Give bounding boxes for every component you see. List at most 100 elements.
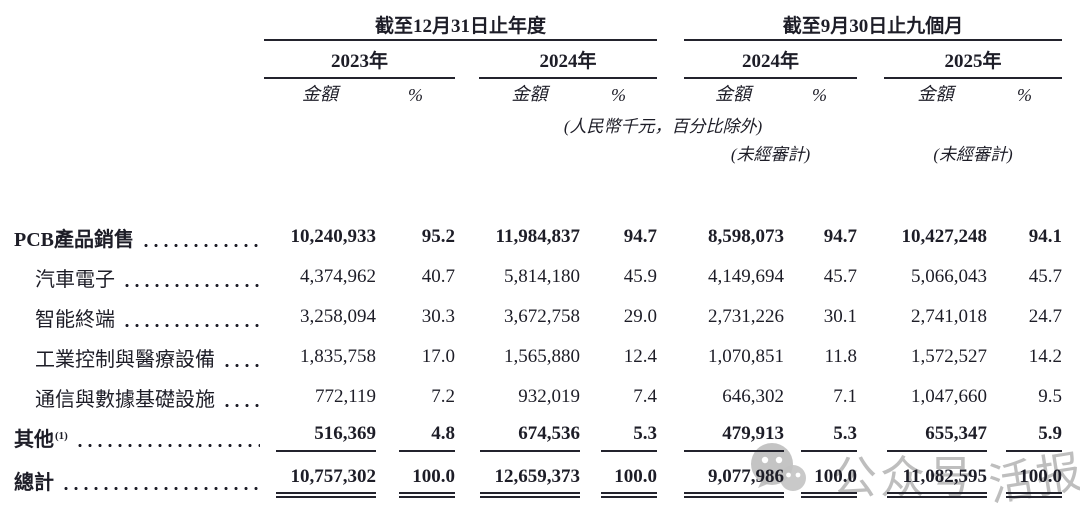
wechat-icon [748,442,806,505]
amount-header: 金額 [511,84,548,104]
row-label: PCB產品銷售 [14,217,264,257]
percent-cell: 45.7 [823,266,857,287]
period-group-header-row: 截至12月31日止年度 截至9月30日止九個月 [14,8,1063,41]
percent-cell: 7.4 [633,386,657,407]
row-label: 智能終端 [14,297,264,337]
dot-leader [122,320,260,328]
year-2025: 2025年 [884,40,1063,79]
row-total: 總計 10,757,302 100.0 12,659,373 100.0 9,0… [14,457,1063,503]
percent-header: % [408,85,423,105]
unaudited-note: (未經審計) [933,145,1013,164]
percent-header: % [611,85,626,105]
amount-cell: 1,572,527 [911,346,987,367]
percent-header: % [1017,85,1033,105]
dot-leader [222,400,260,408]
percent-cell: 11.8 [824,346,857,367]
percent-cell: 95.2 [421,226,455,247]
amount-cell: 479,913 [684,417,784,457]
amount-cell: 9,077,986 [684,457,784,503]
amount-cell: 3,672,758 [504,306,580,327]
currency-note: (人民幣千元，百分比除外) [563,117,763,136]
dot-leader [122,280,260,288]
dot-leader [74,440,260,448]
currency-note-row: (人民幣千元，百分比除外) [14,112,1062,140]
percent-cell: 12.4 [623,346,657,367]
row-label: 總計 [14,457,264,503]
footnote-marker: (1) [55,429,68,442]
amount-cell: 8,598,073 [708,226,784,247]
amount-cell: 5,066,043 [911,266,987,287]
percent-cell: 30.3 [421,306,455,327]
amount-cell: 10,427,248 [901,226,988,247]
amount-cell: 1,835,758 [300,346,376,367]
column-header-row: 金額 % 金額 % 金額 % 金額 % [14,78,1062,112]
unaudited-note-row: (未經審計) (未經審計) [14,140,1062,170]
dot-leader [141,240,260,248]
percent-cell: 4.8 [376,417,455,457]
amount-header: 金額 [715,84,751,104]
row-label: 其他 (1) [14,417,264,457]
dot-leader [222,360,260,368]
amount-cell: 4,149,694 [708,266,784,287]
amount-cell: 10,240,933 [290,226,377,247]
amount-cell: 1,047,660 [911,386,987,407]
unaudited-note: (未經審計) [730,145,811,164]
row-pcb-product-sales: PCB產品銷售 10,240,933 95.2 11,984,837 94.7 … [14,217,1062,257]
wechat-watermark: 公众号 活报告 [748,438,1080,511]
watermark-prefix: 公众号 [832,452,977,503]
percent-cell: 5.9 [987,417,1063,457]
amount-cell: 674,536 [479,417,580,457]
row-industrial-control-medical: 工業控制與醫療設備 1,835,758 17.0 1,565,880 12.4 … [14,337,1062,377]
percent-cell: 24.7 [1028,306,1063,327]
percent-cell: 9.5 [1038,386,1063,407]
percent-cell: 45.7 [1028,266,1063,287]
row-others: 其他 (1) 516,369 4.8 674,536 5.3 479,913 5.… [14,417,1063,457]
amount-cell: 2,731,226 [708,306,784,327]
year-2024: 2024年 [479,40,657,79]
percent-cell: 7.1 [833,386,857,407]
amount-cell: 11,082,595 [884,457,987,503]
percent-cell: 29.0 [623,306,657,327]
amount-cell: 2,741,018 [911,306,987,327]
percent-cell: 100.0 [782,457,857,503]
amount-cell: 1,070,851 [708,346,784,367]
percent-cell: 40.7 [421,266,455,287]
percent-cell: 100.0 [376,457,455,503]
amount-cell: 10,757,302 [264,457,376,503]
percent-cell: 94.7 [623,226,657,247]
dot-leader [61,483,260,491]
percent-cell: 94.1 [1028,226,1063,247]
amount-cell: 655,347 [884,417,987,457]
percent-cell: 14.2 [1028,346,1063,367]
year-2023: 2023年 [264,40,455,79]
row-label: 工業控制與醫療設備 [14,337,264,377]
percent-cell: 100.0 [580,457,657,503]
row-smart-terminals: 智能終端 3,258,094 30.3 3,672,758 29.0 2,731… [14,297,1062,337]
percent-cell: 17.0 [421,346,455,367]
amount-cell: 12,659,373 [479,457,580,503]
amount-cell: 1,565,880 [504,346,580,367]
percent-cell: 100.0 [987,457,1063,503]
row-label: 汽車電子 [14,257,264,297]
percent-cell: 45.9 [623,266,657,287]
amount-cell: 5,814,180 [504,266,580,287]
amount-header: 金額 [302,84,338,104]
row-label: 通信與數據基礎設施 [14,377,264,417]
amount-cell: 772,119 [314,386,376,407]
period-group-annual: 截至12月31日止年度 [264,8,657,41]
percent-cell: 5.3 [580,417,657,457]
percent-cell: 30.1 [823,306,857,327]
year-2024-nine-months: 2024年 [684,40,857,79]
amount-cell: 932,019 [518,386,580,407]
amount-header: 金額 [917,84,954,104]
amount-cell: 646,302 [722,386,784,407]
row-communications-data-infrastructure: 通信與數據基礎設施 772,119 7.2 932,019 7.4 646,30… [14,377,1062,417]
percent-header: % [812,85,827,105]
row-automotive-electronics: 汽車電子 4,374,962 40.7 5,814,180 45.9 4,149… [14,257,1062,297]
percent-cell: 5.3 [782,417,857,457]
amount-cell: 3,258,094 [300,306,376,327]
amount-cell: 516,369 [264,417,376,457]
amount-cell: 4,374,962 [300,266,376,287]
financial-table: 截至12月31日止年度 截至9月30日止九個月 2023年 2024年 2024… [14,8,1063,503]
percent-cell: 94.7 [823,226,857,247]
